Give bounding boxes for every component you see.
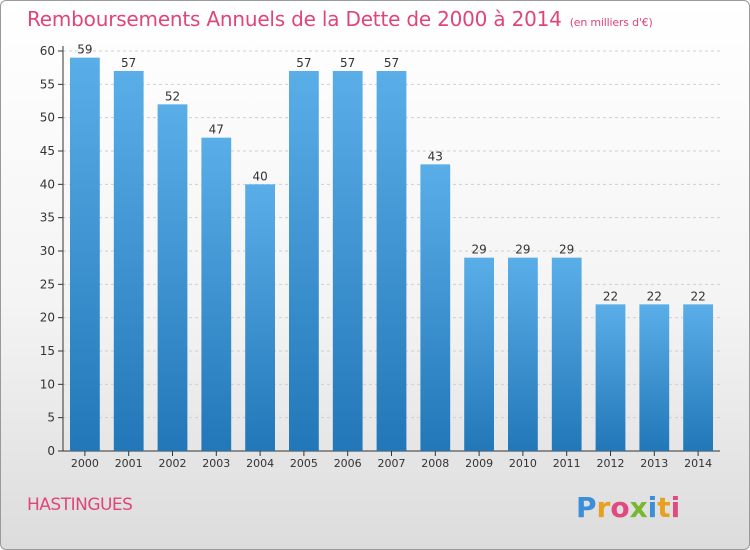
y-tick-label: 60 bbox=[40, 44, 55, 58]
data-label: 59 bbox=[77, 43, 92, 57]
x-tick-label: 2005 bbox=[290, 457, 318, 470]
data-label: 22 bbox=[603, 289, 618, 303]
data-label: 43 bbox=[428, 149, 443, 163]
x-tick-label: 2002 bbox=[159, 457, 187, 470]
data-label: 29 bbox=[471, 243, 486, 257]
y-tick-label: 30 bbox=[40, 244, 55, 258]
y-tick-label: 40 bbox=[40, 177, 55, 191]
bar bbox=[420, 164, 451, 452]
chart-title: Remboursements Annuels de la Dette de 20… bbox=[27, 7, 653, 31]
bar bbox=[70, 57, 100, 452]
data-label: 40 bbox=[252, 169, 267, 183]
bar bbox=[683, 304, 713, 451]
bar bbox=[113, 71, 144, 451]
bar bbox=[201, 137, 232, 451]
unit-label: (en milliers d'€) bbox=[569, 16, 653, 29]
bar bbox=[551, 257, 582, 451]
y-tick-label: 20 bbox=[40, 311, 55, 325]
data-label: 57 bbox=[384, 56, 399, 70]
bar bbox=[289, 71, 319, 451]
x-tick-label: 2009 bbox=[465, 457, 493, 470]
y-tick-label: 25 bbox=[40, 277, 55, 291]
bar bbox=[332, 71, 363, 451]
commune-name: HASTINGUES bbox=[27, 495, 133, 515]
bar bbox=[595, 304, 626, 451]
x-tick-label: 2008 bbox=[421, 457, 449, 470]
y-tick-label: 0 bbox=[47, 444, 55, 458]
x-tick-label: 2001 bbox=[115, 457, 143, 470]
y-tick-label: 10 bbox=[40, 377, 55, 391]
bar bbox=[639, 304, 670, 451]
y-tick-label: 55 bbox=[40, 77, 55, 91]
y-tick-label: 45 bbox=[40, 144, 55, 158]
data-label: 29 bbox=[515, 243, 530, 257]
data-label: 52 bbox=[165, 89, 180, 103]
data-label: 29 bbox=[559, 243, 574, 257]
x-tick-label: 2003 bbox=[202, 457, 230, 470]
data-label: 57 bbox=[121, 56, 136, 70]
y-tick-label: 35 bbox=[40, 211, 55, 225]
x-tick-label: 2007 bbox=[378, 457, 406, 470]
x-tick-label: 2012 bbox=[597, 457, 625, 470]
x-tick-label: 2014 bbox=[684, 457, 712, 470]
x-tick-label: 2004 bbox=[246, 457, 274, 470]
x-tick-label: 2013 bbox=[640, 457, 668, 470]
bar bbox=[157, 104, 188, 451]
bar bbox=[508, 257, 538, 451]
x-tick-label: 2011 bbox=[553, 457, 581, 470]
x-tick-label: 2000 bbox=[71, 457, 99, 470]
bar bbox=[376, 71, 407, 451]
y-tick-label: 50 bbox=[40, 111, 55, 125]
bar bbox=[245, 184, 275, 452]
data-label: 57 bbox=[340, 56, 355, 70]
data-label: 57 bbox=[296, 56, 311, 70]
data-labels: 59 57 52 47 40 57 57 57 43 29 29 29 22 22 22 bbox=[77, 43, 705, 304]
bar bbox=[464, 257, 494, 451]
axes: 0 5 10 15 20 25 30 35 40 45 50 55 60 2000 2001 2002 2003… bbox=[40, 44, 720, 470]
y-tick-label: 5 bbox=[47, 411, 55, 425]
svg-text:Proxiti: Proxiti bbox=[576, 491, 680, 524]
title-text: Remboursements Annuels de la Dette de 20… bbox=[27, 7, 562, 31]
bars bbox=[70, 57, 713, 452]
x-tick-label: 2010 bbox=[509, 457, 537, 470]
data-label: 22 bbox=[690, 289, 705, 303]
data-label: 22 bbox=[647, 289, 662, 303]
y-tick-label: 15 bbox=[40, 344, 55, 358]
data-label: 47 bbox=[209, 123, 224, 137]
x-tick-label: 2006 bbox=[334, 457, 362, 470]
proxiti-logo: Proxiti bbox=[576, 491, 680, 524]
